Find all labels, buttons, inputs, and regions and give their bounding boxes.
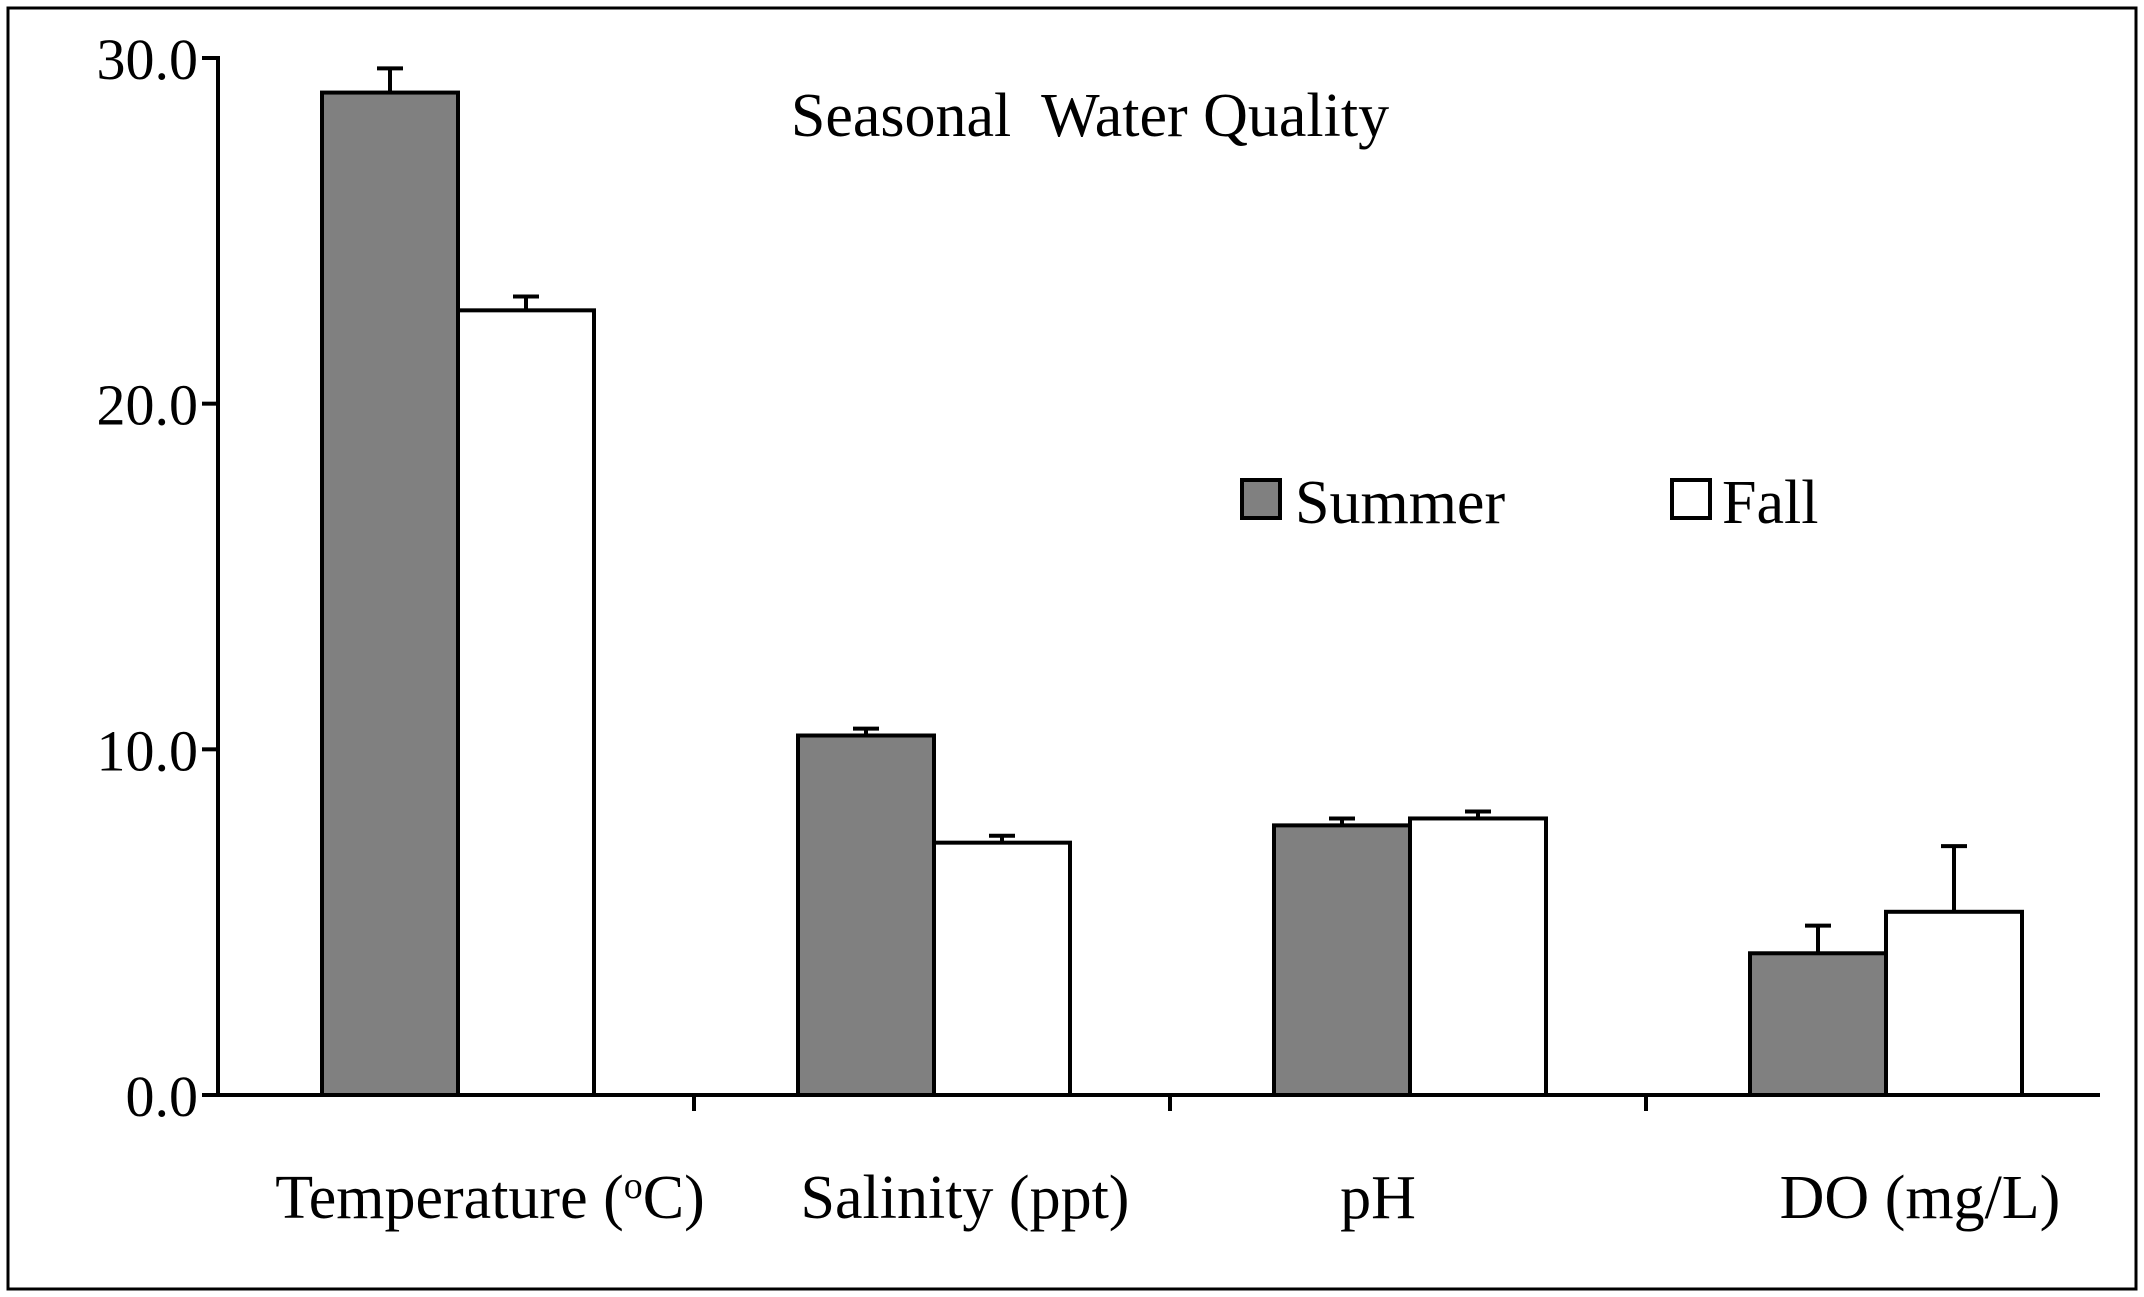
x-tick-label-0: Temperature (oC) bbox=[275, 1164, 705, 1232]
legend-swatch-fall bbox=[1670, 478, 1712, 520]
legend-label-fall: Fall bbox=[1722, 469, 1818, 537]
bar-summer-1 bbox=[796, 733, 936, 1097]
legend-swatch-summer bbox=[1240, 478, 1282, 520]
legend-label-summer: Summer bbox=[1295, 469, 1505, 537]
x-tick-label-3: DO (mg/L) bbox=[1780, 1164, 2061, 1232]
bar-summer-3 bbox=[1748, 951, 1888, 1097]
y-tick-label-3: 30.0 bbox=[97, 27, 199, 92]
plot-area: 0.0 10.0 20.0 30.0 Temperature (oC) Salinity … bbox=[97, 27, 2100, 1232]
bar-fall-0 bbox=[456, 308, 596, 1097]
chart-title: Seasonal Water Quality bbox=[791, 82, 1389, 150]
bar-fall-1 bbox=[932, 840, 1072, 1097]
y-tick-label-1: 10.0 bbox=[97, 718, 199, 783]
bar-summer-0 bbox=[320, 90, 460, 1098]
x-tick-label-1: Salinity (ppt) bbox=[801, 1164, 1130, 1232]
y-tick-label-2: 20.0 bbox=[97, 373, 199, 438]
bar-fall-2 bbox=[1408, 816, 1548, 1097]
bar-summer-2 bbox=[1272, 823, 1412, 1097]
x-tick-label-2: pH bbox=[1340, 1164, 1416, 1232]
bar-fall-3 bbox=[1884, 909, 2024, 1098]
y-tick-label-0: 0.0 bbox=[126, 1064, 199, 1129]
